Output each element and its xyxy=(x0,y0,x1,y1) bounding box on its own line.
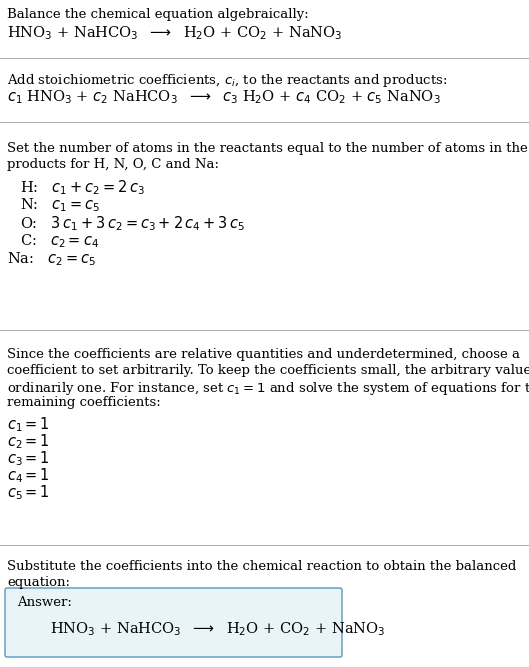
Text: equation:: equation: xyxy=(7,576,70,589)
Text: HNO$_3$ + NaHCO$_3$  $\longrightarrow$  H$_2$O + CO$_2$ + NaNO$_3$: HNO$_3$ + NaHCO$_3$ $\longrightarrow$ H$… xyxy=(50,620,386,638)
Text: $c_2 = 1$: $c_2 = 1$ xyxy=(7,432,50,451)
Text: ordinarily one. For instance, set $c_1 = 1$ and solve the system of equations fo: ordinarily one. For instance, set $c_1 =… xyxy=(7,380,529,397)
Text: $c_4 = 1$: $c_4 = 1$ xyxy=(7,466,50,485)
Text: $c_5 = 1$: $c_5 = 1$ xyxy=(7,483,50,502)
Text: $c_3 = 1$: $c_3 = 1$ xyxy=(7,449,50,468)
FancyBboxPatch shape xyxy=(5,588,342,657)
Text: Add stoichiometric coefficients, $c_i$, to the reactants and products:: Add stoichiometric coefficients, $c_i$, … xyxy=(7,72,448,89)
Text: Balance the chemical equation algebraically:: Balance the chemical equation algebraica… xyxy=(7,8,309,21)
Text: N:   $c_1 = c_5$: N: $c_1 = c_5$ xyxy=(20,196,101,213)
Text: Na:   $c_2 = c_5$: Na: $c_2 = c_5$ xyxy=(7,250,96,267)
Text: $c_1 = 1$: $c_1 = 1$ xyxy=(7,415,50,434)
Text: Answer:: Answer: xyxy=(17,596,72,609)
Text: Substitute the coefficients into the chemical reaction to obtain the balanced: Substitute the coefficients into the che… xyxy=(7,560,516,573)
Text: $c_1$ HNO$_3$ + $c_2$ NaHCO$_3$  $\longrightarrow$  $c_3$ H$_2$O + $c_4$ CO$_2$ : $c_1$ HNO$_3$ + $c_2$ NaHCO$_3$ $\longri… xyxy=(7,88,441,105)
Text: coefficient to set arbitrarily. To keep the coefficients small, the arbitrary va: coefficient to set arbitrarily. To keep … xyxy=(7,364,529,377)
Text: remaining coefficients:: remaining coefficients: xyxy=(7,396,161,409)
Text: products for H, N, O, C and Na:: products for H, N, O, C and Na: xyxy=(7,158,219,171)
Text: Since the coefficients are relative quantities and underdetermined, choose a: Since the coefficients are relative quan… xyxy=(7,348,520,361)
Text: H:   $c_1 + c_2 = 2\,c_3$: H: $c_1 + c_2 = 2\,c_3$ xyxy=(20,178,145,197)
Text: O:   $3\,c_1 + 3\,c_2 = c_3 + 2\,c_4 + 3\,c_5$: O: $3\,c_1 + 3\,c_2 = c_3 + 2\,c_4 + 3\,… xyxy=(20,214,245,233)
Text: Set the number of atoms in the reactants equal to the number of atoms in the: Set the number of atoms in the reactants… xyxy=(7,142,528,155)
Text: C:   $c_2 = c_4$: C: $c_2 = c_4$ xyxy=(20,232,99,249)
Text: HNO$_3$ + NaHCO$_3$  $\longrightarrow$  H$_2$O + CO$_2$ + NaNO$_3$: HNO$_3$ + NaHCO$_3$ $\longrightarrow$ H$… xyxy=(7,24,342,42)
